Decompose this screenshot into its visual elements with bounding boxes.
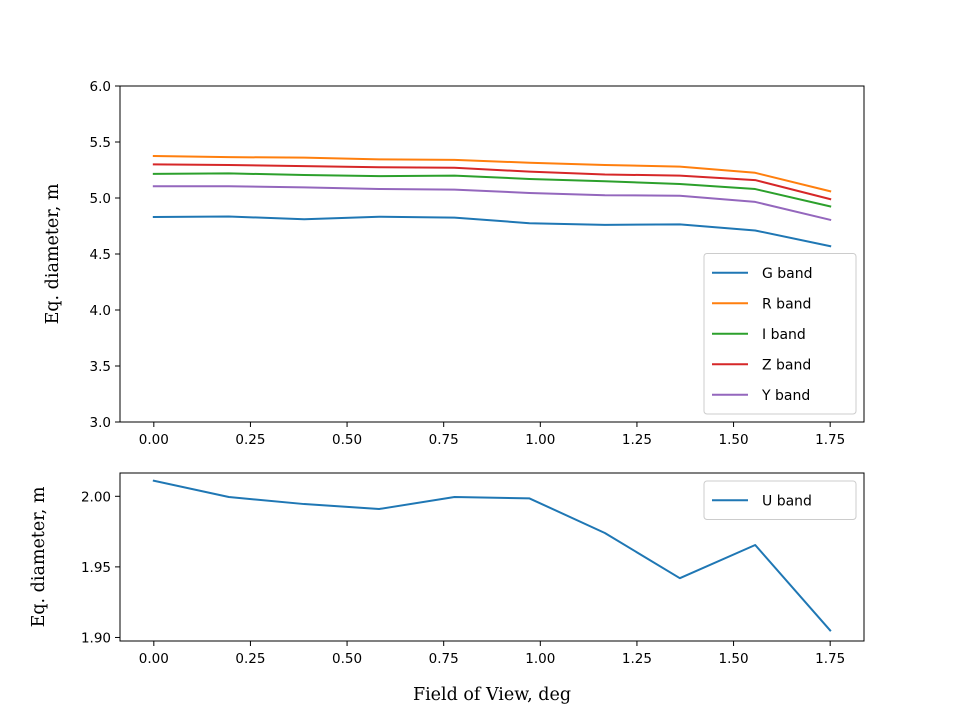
y-tick-label: 5.5 (90, 135, 111, 151)
y-tick-label: 4.0 (90, 303, 111, 319)
x-tick-label: 0.25 (235, 651, 265, 667)
y-tick-label: 1.95 (81, 560, 111, 576)
series-line-z-band (152, 163, 832, 201)
top-plot: 0.00 0.25 0.50 0.75 1.00 1.25 1.50 1.75 3.0 3.5 4… (43, 79, 865, 448)
legend-frame (703, 253, 857, 415)
bottom-plot-series (152, 479, 832, 632)
y-tick-label: 3.0 (90, 415, 111, 431)
legend-entry: I band (762, 327, 806, 343)
top-plot-y-ticks: 3.0 3.5 4.0 4.5 5.0 5.5 6.0 (90, 79, 120, 431)
y-tick-label: 4.5 (90, 247, 111, 263)
legend-entry: Y band (761, 388, 810, 404)
x-tick-label: 1.25 (622, 432, 652, 448)
y-tick-label: 2.00 (81, 489, 111, 505)
x-tick-label: 0.50 (332, 432, 362, 448)
x-tick-label: 0.75 (429, 432, 459, 448)
bottom-plot-y-axis-label: Eq. diameter, m (29, 486, 49, 627)
x-tick-label: 0.50 (332, 651, 362, 667)
x-tick-label: 1.00 (525, 651, 555, 667)
legend-frame (703, 480, 857, 520)
legend-entry: G band (762, 266, 813, 282)
legend-entry: U band (762, 493, 812, 509)
bottom-plot-x-ticks: 0.00 0.25 0.50 0.75 1.00 1.25 1.50 1.75 (139, 641, 845, 667)
bottom-plot: 0.00 0.25 0.50 0.75 1.00 1.25 1.50 1.75 1.901.9… (29, 472, 865, 705)
series-line-r-band (152, 154, 832, 193)
x-tick-label: 0.00 (139, 651, 169, 667)
bottom-plot-x-axis-label: Field of View, deg (413, 685, 571, 705)
bottom-plot-frame (119, 472, 865, 642)
series-line-y-band (152, 185, 832, 222)
top-plot-series (152, 154, 832, 248)
series-line-i-band (152, 172, 832, 208)
x-tick-label: 1.75 (815, 432, 845, 448)
bottom-plot-legend: U band (703, 480, 857, 520)
y-tick-label: 1.90 (81, 630, 111, 646)
x-tick-label: 1.00 (525, 432, 555, 448)
top-plot-x-ticks: 0.00 0.25 0.50 0.75 1.00 1.25 1.50 1.75 (139, 422, 845, 448)
x-tick-label: 0.25 (235, 432, 265, 448)
y-tick-label: 3.5 (90, 359, 111, 375)
x-tick-label: 1.75 (815, 651, 845, 667)
y-tick-label: 6.0 (90, 79, 111, 95)
bottom-plot-y-ticks: 1.90 1.95 2.00 (81, 489, 120, 646)
top-plot-legend: G band R band I band Z band Y band (703, 253, 857, 415)
series-line-u-band (152, 479, 832, 632)
x-tick-label: 0.75 (429, 651, 459, 667)
x-tick-label: 1.25 (622, 651, 652, 667)
series-line-g-band (152, 215, 832, 248)
x-tick-label: 1.50 (719, 432, 749, 448)
y-tick-label: 5.0 (90, 191, 111, 207)
x-tick-label: 1.50 (719, 651, 749, 667)
x-tick-label: 0.00 (139, 432, 169, 448)
legend-entry: R band (762, 296, 811, 312)
top-plot-y-axis-label: Eq. diameter, m (43, 183, 63, 324)
legend-entry: Z band (762, 357, 811, 373)
